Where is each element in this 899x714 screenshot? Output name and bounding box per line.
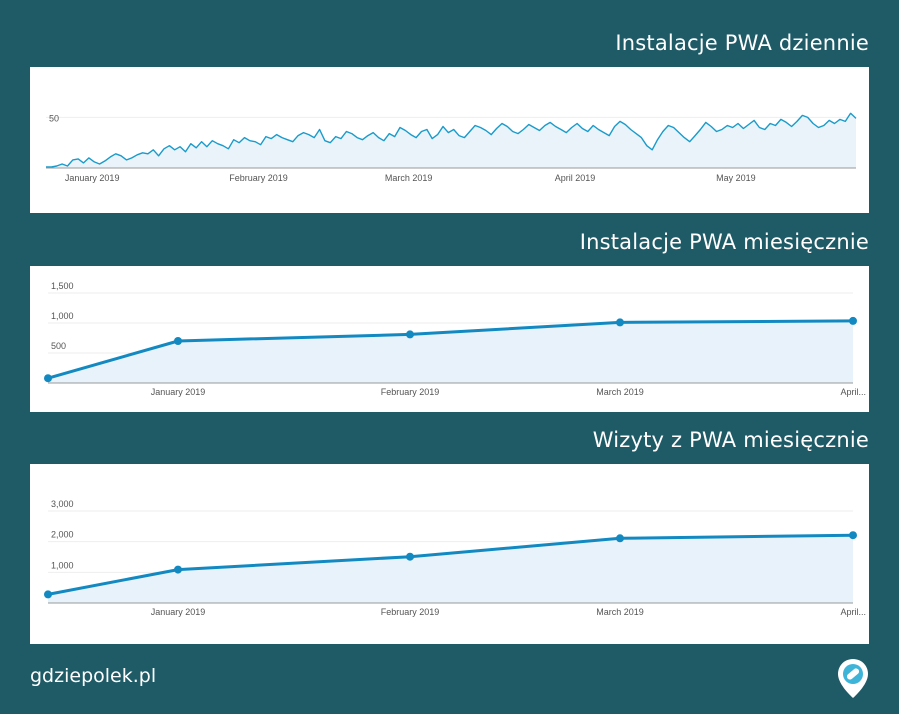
y-tick-label: 2,000 <box>51 530 74 540</box>
chart-title-monthly-installs: Instalacje PWA miesięcznie <box>579 230 869 254</box>
x-tick-label: February 2019 <box>229 173 288 183</box>
y-tick-label: 3,000 <box>51 499 74 509</box>
chart-monthly-visits: 3,000 2,000 1,000 January 2019 February 2019… <box>44 499 866 617</box>
x-tick-label: January 2019 <box>65 173 120 183</box>
data-point <box>849 316 857 325</box>
pill-pin-icon <box>838 659 868 698</box>
series-line <box>46 112 857 168</box>
footer-site-name: gdziepolek.pl <box>30 665 157 687</box>
x-tick-label: February 2019 <box>381 387 440 397</box>
data-point <box>406 330 414 339</box>
x-tick-label: January 2019 <box>151 387 206 397</box>
x-tick-label: January 2019 <box>151 607 206 617</box>
data-point <box>849 531 857 540</box>
series-area <box>46 113 856 168</box>
x-tick-label: February 2019 <box>381 607 440 617</box>
chart-daily-installs: 50 January 2019 February 2019 March 2019 Apr… <box>46 112 857 183</box>
x-tick-label: April 2019 <box>555 173 596 183</box>
y-tick-label: 500 <box>51 341 66 351</box>
chart-panel-daily-installs: 50 January 2019 February 2019 March 2019 Apr… <box>30 67 869 213</box>
chart-panel-monthly-visits: 3,000 2,000 1,000 January 2019 February 2019… <box>30 464 869 644</box>
data-point <box>406 552 414 561</box>
chart-title-monthly-visits: Wizyty z PWA miesięcznie <box>592 428 869 452</box>
y-tick-label: 1,500 <box>51 281 74 291</box>
data-point <box>616 318 624 327</box>
chart-title-daily-installs: Instalacje PWA dziennie <box>615 31 869 55</box>
x-tick-label: May 2019 <box>716 173 756 183</box>
y-tick-label: 50 <box>49 113 59 123</box>
series-area <box>48 535 853 603</box>
x-tick-label: April... <box>840 607 866 617</box>
data-point <box>44 374 52 383</box>
x-tick-label: April... <box>840 387 866 397</box>
data-point <box>174 337 182 345</box>
data-point <box>616 534 624 543</box>
x-tick-label: March 2019 <box>596 607 644 617</box>
series-area <box>48 320 853 383</box>
y-tick-label: 1,000 <box>51 560 74 570</box>
x-tick-label: March 2019 <box>596 387 644 397</box>
chart-monthly-installs: 1,500 1,000 500 January 2019 February 2019 Ma… <box>44 281 866 397</box>
chart-panel-monthly-installs: 1,500 1,000 500 January 2019 February 2019 Ma… <box>30 266 869 412</box>
data-point <box>174 565 182 574</box>
data-point <box>44 590 52 599</box>
y-tick-label: 1,000 <box>51 311 74 321</box>
x-tick-label: March 2019 <box>385 173 433 183</box>
